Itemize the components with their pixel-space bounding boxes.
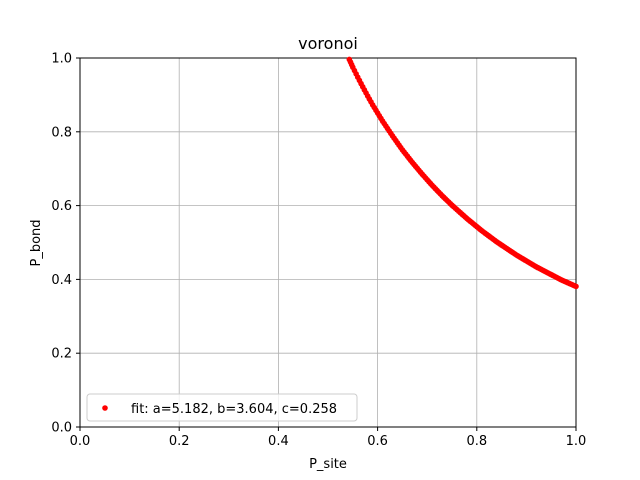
ticks: 0.0 0.2 0.4 0.6 0.8 1.0 0.0 0.2 0.4 0.6 0.8 1.0 [51,52,586,450]
legend: fit: a=5.182, b=3.604, c=0.258 [86,393,358,422]
x-tick-label: 1.0 [566,434,587,449]
y-tick-label: 0.4 [51,273,72,288]
x-tick-label: 0.8 [466,434,487,449]
x-tick-label: 0.4 [268,434,289,449]
legend-marker [102,405,108,411]
y-tick-label: 0.2 [51,347,72,362]
chart-title: voronoi [298,34,358,53]
x-tick-label: 0.6 [367,434,388,449]
grid [79,57,577,428]
y-tick-label: 1.0 [51,52,72,67]
y-tick-label: 0.0 [51,421,72,436]
legend-box [86,393,358,422]
legend-label: fit: a=5.182, b=3.604, c=0.258 [131,402,337,417]
y-axis-label: P_bond [29,219,44,266]
x-tick-label: 0.0 [70,434,91,449]
y-tick-label: 0.8 [51,125,72,140]
series-points [346,56,579,290]
plot-frame [79,57,577,428]
x-axis-label: P_site [309,457,347,472]
data-point [573,283,579,290]
x-tick-label: 0.2 [169,434,190,449]
y-tick-label: 0.6 [51,199,72,214]
